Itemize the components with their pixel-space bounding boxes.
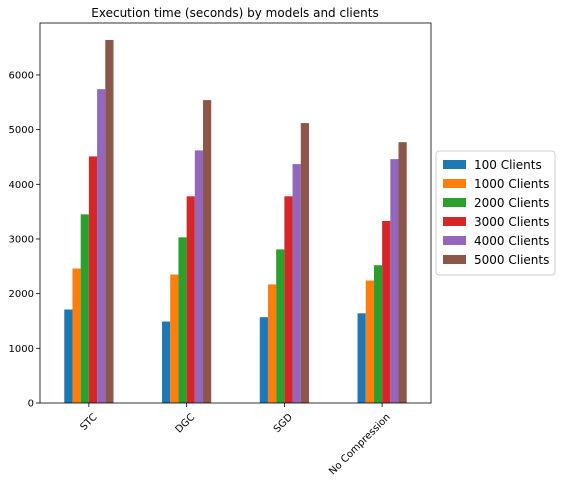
bar-dgc-100-clients (162, 321, 171, 403)
bar-sgd-100-clients (259, 317, 268, 403)
bar-no-compression-1000-clients (365, 280, 374, 403)
bar-no-compression-4000-clients (390, 159, 399, 403)
bar-sgd-1000-clients (267, 284, 277, 403)
bar-stc-4000-clients (97, 89, 106, 403)
legend: 100 Clients 1000 Clients 2000 Clients 3000 … (435, 150, 556, 276)
bar-no-compression-100-clients (357, 313, 366, 403)
legend-label: 5000 Clients (474, 253, 549, 267)
y-tick-label: 4000 (9, 180, 34, 191)
legend-label: 1000 Clients (474, 177, 549, 191)
y-tick-label: 2000 (9, 289, 34, 300)
bar-no-compression-2000-clients (373, 265, 383, 403)
legend-swatch (443, 236, 466, 245)
y-tick-label: 3000 (9, 234, 34, 245)
bar-dgc-4000-clients (194, 150, 204, 403)
bar-dgc-1000-clients (170, 274, 179, 403)
x-tick-label: No Compression (327, 412, 393, 478)
bar-sgd-3000-clients (284, 196, 293, 403)
y-tick-label: 0 (28, 399, 34, 410)
bar-dgc-2000-clients (178, 237, 187, 403)
x-tick-label: SGD (272, 412, 295, 435)
bar-stc-100-clients (64, 309, 73, 403)
bar-sgd-5000-clients (300, 123, 309, 403)
bar-no-compression-5000-clients (398, 142, 407, 403)
y-tick-label: 5000 (9, 125, 34, 136)
legend-swatch (443, 160, 466, 169)
bar-sgd-4000-clients (292, 164, 301, 403)
x-tick-label: DGC (174, 412, 198, 436)
bar-sgd-2000-clients (276, 249, 285, 403)
legend-label: 100 Clients (474, 158, 542, 172)
bar-stc-5000-clients (105, 39, 114, 403)
bars-layer (64, 39, 407, 403)
bar-stc-3000-clients (88, 156, 98, 403)
chart-title: Execution time (seconds) by models and c… (91, 6, 378, 20)
legend-swatch (443, 198, 466, 207)
y-tick-label: 1000 (9, 344, 34, 355)
plot-area-frame (39, 22, 432, 404)
legend-label: 4000 Clients (474, 234, 549, 248)
legend-swatch (443, 255, 466, 264)
legend-swatch (443, 217, 466, 226)
y-tick-label: 6000 (9, 70, 34, 81)
legend-swatch (443, 179, 466, 188)
bar-dgc-5000-clients (203, 100, 212, 403)
bar-no-compression-3000-clients (382, 220, 391, 403)
bar-stc-2000-clients (80, 214, 89, 403)
bar-dgc-3000-clients (186, 196, 195, 403)
bar-stc-1000-clients (72, 268, 81, 403)
legend-label: 3000 Clients (474, 215, 549, 229)
legend-label: 2000 Clients (474, 196, 549, 210)
x-tick-label: STC (78, 412, 99, 433)
